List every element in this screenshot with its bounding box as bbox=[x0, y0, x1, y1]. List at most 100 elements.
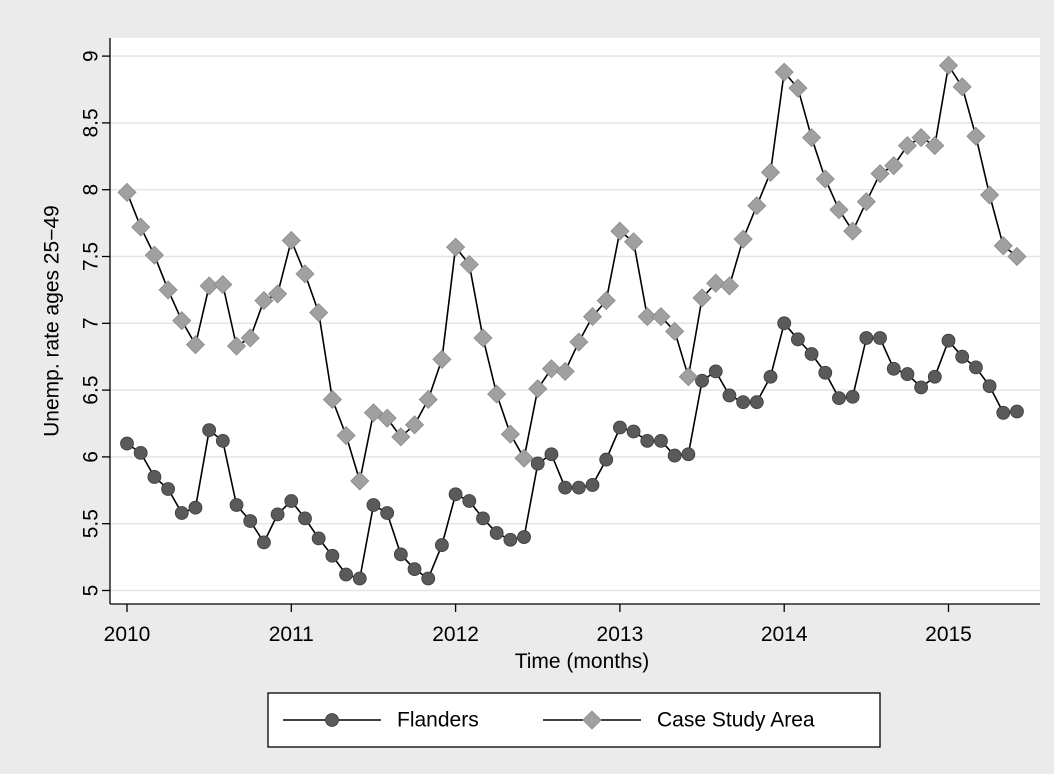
data-point-flanders bbox=[421, 571, 436, 586]
data-point-case-study-area bbox=[788, 78, 808, 98]
x-axis-title: Time (months) bbox=[515, 650, 650, 673]
data-point-case-study-area bbox=[295, 264, 315, 284]
data-point-case-study-area bbox=[760, 162, 781, 182]
data-point-flanders bbox=[352, 571, 367, 586]
y-tick-label: 9 bbox=[80, 50, 103, 62]
data-point-flanders bbox=[873, 331, 887, 345]
data-point-case-study-area bbox=[158, 280, 178, 300]
data-point-flanders bbox=[448, 487, 463, 502]
data-point-flanders bbox=[626, 424, 641, 439]
y-tick-label: 8.5 bbox=[80, 108, 103, 137]
data-point-flanders bbox=[257, 535, 271, 550]
data-point-case-study-area bbox=[487, 384, 507, 404]
x-axis: 2010 2011 2012 2013 2014 2015 bbox=[104, 603, 1040, 646]
data-point-flanders bbox=[284, 494, 299, 508]
data-point-flanders bbox=[407, 562, 422, 577]
data-point-case-study-area bbox=[993, 236, 1013, 256]
data-point-case-study-area bbox=[678, 367, 698, 387]
data-point-case-study-area bbox=[213, 274, 233, 295]
data-point-flanders bbox=[558, 480, 573, 495]
data-point-case-study-area bbox=[281, 230, 301, 251]
data-point-case-study-area bbox=[391, 427, 411, 447]
data-point-flanders bbox=[120, 436, 134, 451]
data-point-case-study-area bbox=[473, 328, 493, 348]
data-point-case-study-area bbox=[268, 284, 288, 304]
data-point-case-study-area bbox=[172, 311, 192, 331]
data-point-flanders bbox=[818, 365, 833, 380]
data-point-case-study-area bbox=[911, 128, 931, 148]
data-point-case-study-area bbox=[541, 359, 562, 379]
data-point-flanders bbox=[188, 500, 203, 515]
data-point-case-study-area bbox=[952, 77, 972, 97]
data-point-case-study-area bbox=[651, 307, 671, 327]
series-flanders bbox=[120, 316, 1024, 586]
data-point-case-study-area bbox=[569, 332, 589, 352]
data-point-case-study-area bbox=[418, 389, 438, 410]
data-point-flanders bbox=[489, 526, 504, 540]
legend: Flanders Case Study Area bbox=[267, 692, 881, 748]
y-axis: 5 5.5 6 6.5 7 7.5 8 8.5 9 bbox=[80, 38, 111, 604]
data-point-flanders bbox=[654, 433, 668, 448]
data-point-flanders bbox=[804, 347, 819, 361]
data-point-flanders bbox=[311, 531, 326, 546]
data-point-flanders bbox=[393, 547, 408, 562]
legend-marker bbox=[325, 713, 339, 727]
data-point-case-study-area bbox=[938, 55, 959, 76]
legend-item-case-study-area: Case Study Area bbox=[543, 709, 815, 732]
data-point-case-study-area bbox=[829, 200, 849, 220]
data-point-flanders bbox=[640, 433, 655, 448]
data-point-case-study-area bbox=[377, 408, 397, 428]
data-point-flanders bbox=[859, 331, 874, 345]
data-point-case-study-area bbox=[446, 237, 466, 257]
data-point-flanders bbox=[708, 364, 723, 379]
data-point-flanders bbox=[900, 367, 915, 381]
data-point-flanders bbox=[599, 452, 614, 467]
data-point-case-study-area bbox=[747, 196, 767, 216]
data-point-case-study-area bbox=[624, 232, 644, 252]
data-point-flanders bbox=[339, 567, 353, 582]
x-tick-label: 2012 bbox=[432, 623, 479, 646]
legend-label: Flanders bbox=[397, 709, 479, 732]
data-point-flanders bbox=[476, 511, 490, 526]
data-point-case-study-area bbox=[802, 128, 822, 148]
legend-item-flanders: Flanders bbox=[283, 709, 479, 732]
data-point-case-study-area bbox=[131, 217, 151, 237]
data-point-case-study-area bbox=[432, 349, 452, 369]
data-point-flanders bbox=[161, 482, 175, 496]
data-point-flanders bbox=[147, 470, 162, 484]
data-point-case-study-area bbox=[514, 448, 534, 468]
data-point-flanders bbox=[667, 448, 682, 463]
data-point-case-study-area bbox=[254, 291, 274, 311]
x-tick-label: 2015 bbox=[925, 623, 972, 646]
data-point-flanders bbox=[927, 369, 942, 384]
data-point-flanders bbox=[530, 456, 545, 471]
data-point-flanders bbox=[243, 514, 258, 528]
data-point-case-study-area bbox=[966, 126, 986, 146]
data-point-case-study-area bbox=[870, 164, 890, 184]
data-point-case-study-area bbox=[185, 335, 206, 355]
x-tick-label: 2010 bbox=[104, 623, 151, 646]
data-point-flanders bbox=[982, 379, 997, 393]
data-point-flanders bbox=[503, 532, 518, 547]
data-point-flanders bbox=[298, 511, 312, 526]
data-point-case-study-area bbox=[144, 245, 164, 265]
y-tick-label: 6.5 bbox=[80, 375, 103, 404]
data-point-flanders bbox=[832, 391, 846, 406]
data-point-flanders bbox=[585, 478, 600, 492]
data-point-flanders bbox=[914, 380, 929, 395]
data-point-case-study-area bbox=[706, 273, 726, 293]
data-point-flanders bbox=[941, 333, 956, 348]
series-case-study-area bbox=[117, 55, 1027, 491]
y-tick-label: 7.5 bbox=[80, 242, 103, 271]
data-point-flanders bbox=[270, 507, 285, 522]
data-point-flanders bbox=[462, 494, 477, 508]
data-point-flanders bbox=[517, 530, 531, 544]
data-point-case-study-area bbox=[1007, 246, 1027, 267]
data-point-flanders bbox=[202, 423, 217, 438]
data-point-flanders bbox=[229, 498, 244, 512]
data-point-case-study-area bbox=[980, 185, 1000, 205]
data-point-case-study-area bbox=[322, 389, 342, 410]
data-point-flanders bbox=[955, 349, 970, 364]
